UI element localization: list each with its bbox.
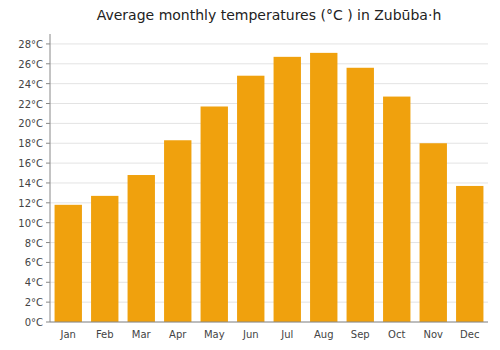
y-tick-label: 22°C (18, 99, 43, 110)
y-axis-line (50, 34, 51, 322)
x-tick-label: Apr (169, 329, 187, 340)
title: Average monthly temperatures (°C ) in Zu… (97, 7, 442, 23)
page: {"chart_data": {"type": "bar", "title": … (0, 0, 500, 350)
y-tick-label: 18°C (18, 138, 43, 149)
bar (456, 186, 483, 322)
y-tick (46, 103, 50, 104)
x-tick-label: Jun (242, 329, 259, 340)
chart: Average monthly temperatures (°C ) in Zu… (0, 0, 500, 350)
bars (55, 53, 484, 322)
y-tick-label: 10°C (18, 218, 43, 229)
bar (274, 57, 301, 322)
y-tick-label: 2°C (25, 297, 43, 308)
y-tick (46, 123, 50, 124)
bar (55, 205, 82, 322)
y-tick (46, 143, 50, 144)
grid-line (50, 43, 488, 44)
y-tick-label: 24°C (18, 79, 43, 90)
y-tick (46, 222, 50, 223)
y-tick (46, 262, 50, 263)
grid-line (50, 63, 488, 64)
y-tick-label: 8°C (25, 238, 43, 249)
bar (347, 68, 374, 322)
y-tick (46, 63, 50, 64)
y-tick-label: 6°C (25, 257, 43, 268)
y-tick (46, 302, 50, 303)
bar (237, 76, 264, 322)
y-tick-label: 16°C (18, 158, 43, 169)
grid-line (50, 103, 488, 104)
x-axis-line (50, 322, 488, 323)
bar (128, 175, 155, 322)
y-tick (46, 282, 50, 283)
y-tick (46, 83, 50, 84)
x-tick-label: Aug (314, 329, 334, 340)
y-tick (46, 242, 50, 243)
x-tick-label: Feb (96, 329, 114, 340)
y-tick (46, 202, 50, 203)
bar (420, 143, 447, 322)
y-tick (46, 182, 50, 183)
bar (201, 106, 228, 322)
grid-line (50, 123, 488, 124)
y-tick (46, 322, 50, 323)
y-tick-label: 4°C (25, 277, 43, 288)
x-tick-label: Sep (351, 329, 370, 340)
x-tick-label: Nov (423, 329, 443, 340)
y-tick-label: 12°C (18, 198, 43, 209)
y-tick-label: 26°C (18, 59, 43, 70)
y-tick (46, 163, 50, 164)
grid (50, 44, 488, 322)
y-tick-label: 20°C (18, 118, 43, 129)
x-tick-label: Dec (460, 329, 479, 340)
x-tick-label: May (204, 329, 225, 340)
grid-line (50, 83, 488, 84)
grid-line (50, 322, 488, 323)
y-tick-label: 14°C (18, 178, 43, 189)
bar (91, 196, 118, 322)
x-tick-label: Oct (388, 329, 405, 340)
bar (164, 140, 191, 322)
x-tick-label: Jul (280, 329, 293, 340)
x-tick-label: Mar (132, 329, 152, 340)
bar (383, 97, 410, 322)
bar (310, 53, 337, 322)
x-tick-label: Jan (60, 329, 76, 340)
y-tick-label: 28°C (18, 39, 43, 50)
y-tick (46, 43, 50, 44)
y-tick-label: 0°C (25, 317, 43, 328)
